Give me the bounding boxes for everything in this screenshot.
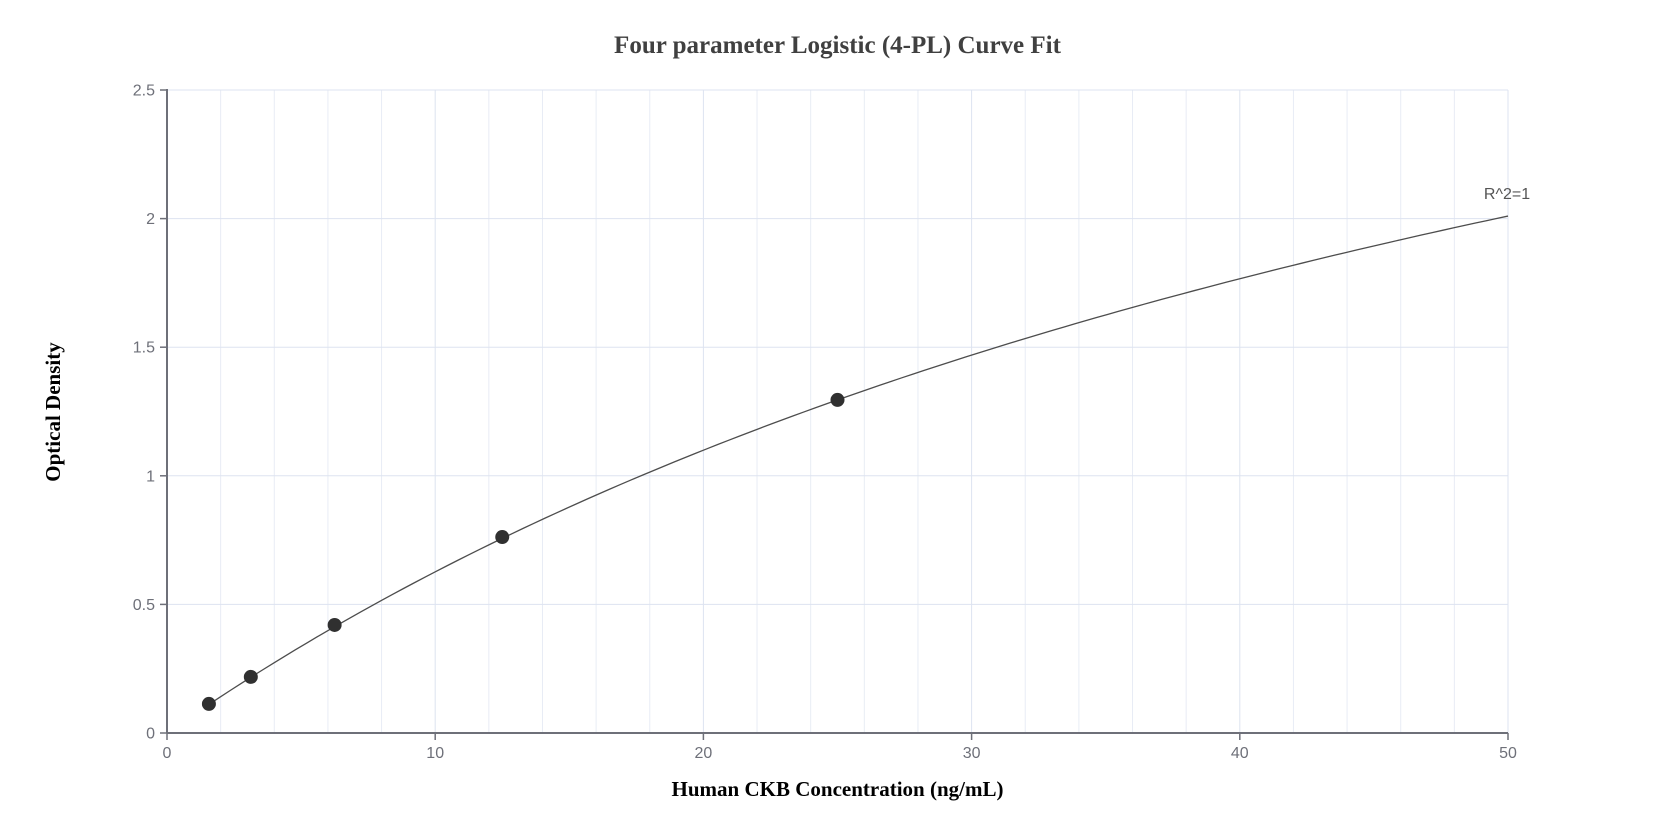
data-points <box>201 392 845 711</box>
data-point <box>243 669 258 684</box>
y-axis-title: Optical Density <box>41 342 65 482</box>
y-tick-label: 2 <box>146 211 155 228</box>
x-tick-label: 50 <box>1499 745 1517 762</box>
axes <box>166 89 1508 734</box>
fit-curve-line <box>208 215 1509 706</box>
r-squared-annotation: R^2=1 <box>1484 186 1530 203</box>
y-tick-label: 0 <box>146 726 155 743</box>
data-point <box>327 617 342 632</box>
y-tick-label: 1 <box>146 468 155 485</box>
data-point <box>495 530 510 545</box>
tick-marks <box>160 89 1509 740</box>
y-tick-label: 2.5 <box>133 83 155 100</box>
x-tick-label: 40 <box>1231 745 1249 762</box>
tick-labels: 0 10 20 30 40 50 0 0.5 1 1.5 2 2.5 <box>133 83 1517 763</box>
gridlines <box>167 89 1509 733</box>
x-tick-label: 30 <box>963 745 981 762</box>
x-tick-label: 20 <box>695 745 713 762</box>
x-tick-label: 10 <box>426 745 444 762</box>
chart-title: Four parameter Logistic (4-PL) Curve Fit <box>614 32 1062 59</box>
x-tick-label: 0 <box>163 745 172 762</box>
x-axis-title: Human CKB Concentration (ng/mL) <box>672 777 1004 801</box>
y-tick-label: 1.5 <box>133 340 155 357</box>
data-point <box>830 392 845 407</box>
data-point <box>201 696 216 711</box>
y-tick-label: 0.5 <box>133 597 155 614</box>
